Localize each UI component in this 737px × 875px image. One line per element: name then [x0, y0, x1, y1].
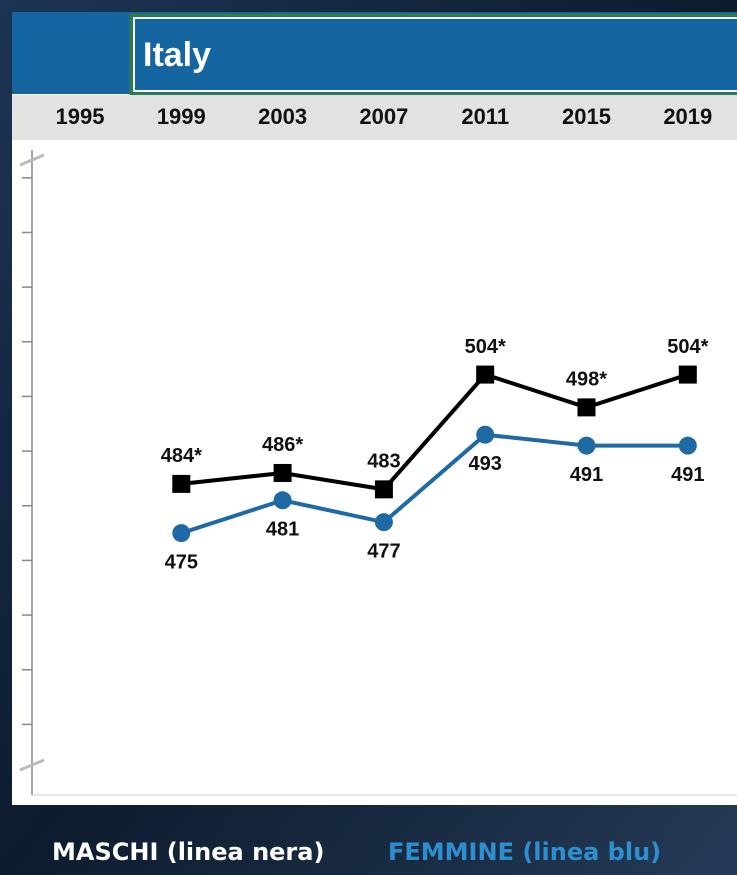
value-label: 486* — [262, 434, 303, 456]
axis-break — [19, 153, 45, 167]
marker — [577, 398, 596, 417]
legend-entry: FEMMINE (linea blu) — [388, 838, 661, 866]
value-label: 483 — [367, 451, 400, 473]
x-tick-label: 1995 — [56, 104, 105, 129]
title-box — [129, 13, 737, 96]
series-line — [180, 432, 688, 535]
marker — [273, 491, 292, 510]
axis-break — [19, 758, 45, 772]
value-label: 498* — [566, 369, 607, 391]
marker — [678, 365, 697, 384]
x-tick-label: 2019 — [663, 104, 712, 129]
marker — [577, 436, 596, 455]
marker — [172, 474, 191, 493]
value-label: 504* — [465, 336, 506, 358]
value-label: 493 — [469, 453, 502, 475]
x-tick-label: 2011 — [461, 104, 509, 129]
marker — [374, 513, 393, 532]
title-box-inner — [133, 17, 737, 92]
marker — [476, 365, 495, 384]
marker — [172, 524, 191, 543]
marker — [476, 425, 495, 444]
value-label: 481 — [266, 519, 299, 541]
value-label: 504* — [667, 336, 708, 358]
marker — [273, 463, 292, 482]
legend-entry: MASCHI (linea nera) — [52, 838, 324, 866]
x-tick-label: 2015 — [562, 104, 611, 129]
year-band — [12, 95, 737, 140]
chart-title: Italy — [143, 36, 211, 74]
series-line — [181, 372, 689, 492]
x-tick-label: 1999 — [157, 104, 206, 129]
header-band — [12, 12, 737, 94]
value-label: 491 — [570, 464, 603, 486]
panel — [12, 12, 737, 805]
x-tick-label: 2007 — [359, 104, 408, 129]
value-label: 477 — [367, 540, 400, 562]
value-label: 475 — [165, 551, 198, 573]
marker — [678, 436, 697, 455]
x-tick-label: 2003 — [258, 104, 307, 129]
value-label: 484* — [161, 445, 202, 467]
marker — [374, 480, 393, 499]
value-label: 491 — [671, 464, 704, 486]
